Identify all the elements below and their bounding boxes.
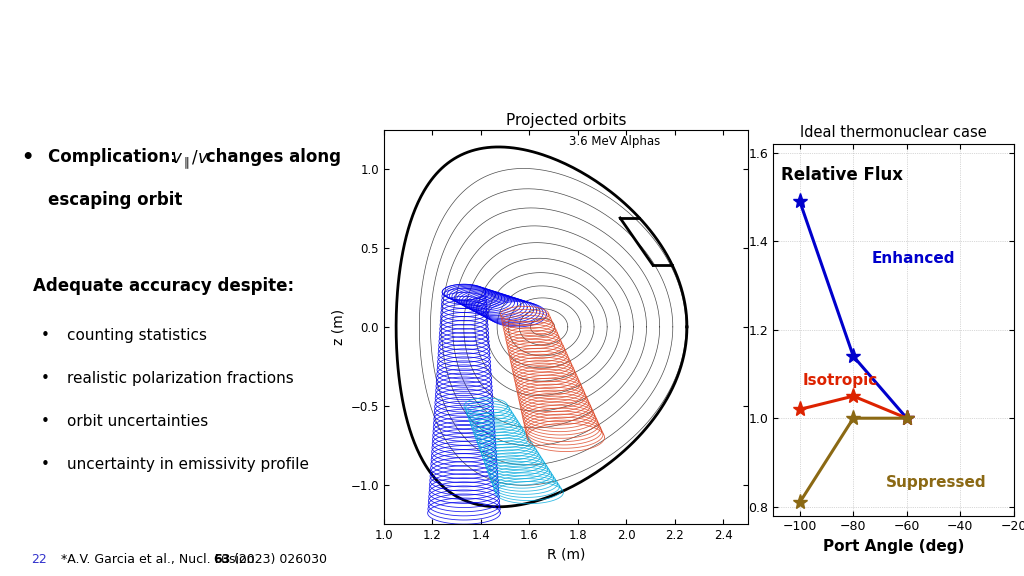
- Y-axis label: z (m): z (m): [331, 309, 345, 345]
- Text: 22: 22: [31, 552, 46, 566]
- Text: •: •: [41, 457, 49, 472]
- Text: Relative Flux: Relative Flux: [781, 166, 903, 184]
- Text: *A.V. Garcia et al., Nucl. Fusion: *A.V. Garcia et al., Nucl. Fusion: [61, 552, 259, 566]
- Text: orbit uncertainties: orbit uncertainties: [68, 414, 208, 429]
- Text: •: •: [41, 414, 49, 429]
- Text: Complication:: Complication:: [48, 148, 188, 166]
- Text: Suppressed: Suppressed: [886, 475, 986, 490]
- Text: Adequate accuracy despite:: Adequate accuracy despite:: [33, 277, 294, 295]
- X-axis label: R (m): R (m): [547, 548, 585, 562]
- Text: Isotropic: Isotropic: [803, 373, 878, 388]
- X-axis label: Port Angle (deg): Port Angle (deg): [822, 539, 965, 554]
- Text: $v_{\parallel}/v$: $v_{\parallel}/v$: [171, 148, 210, 171]
- Text: uncertainty in emissivity profile: uncertainty in emissivity profile: [68, 457, 309, 472]
- Title: Projected orbits: Projected orbits: [506, 113, 626, 128]
- Text: realistic polarization fractions: realistic polarization fractions: [68, 372, 294, 386]
- Text: escaping orbit: escaping orbit: [48, 191, 182, 209]
- Text: 14.7 MeV protons to infer polarization*: 14.7 MeV protons to infer polarization*: [220, 79, 804, 105]
- Text: 63: 63: [213, 552, 230, 566]
- Text: changes along: changes along: [200, 148, 341, 166]
- Text: counting statistics: counting statistics: [68, 328, 207, 343]
- Text: Use relative measurements of emitted 3.6 MeV alphas &: Use relative measurements of emitted 3.6…: [91, 26, 933, 52]
- Text: •: •: [41, 328, 49, 343]
- Text: (2023) 026030: (2023) 026030: [230, 552, 328, 566]
- Text: •: •: [41, 372, 49, 386]
- Text: Enhanced: Enhanced: [872, 252, 955, 267]
- Text: •: •: [22, 148, 34, 167]
- Text: 3.6 MeV Alphas: 3.6 MeV Alphas: [568, 135, 659, 149]
- Title: Ideal thermonuclear case: Ideal thermonuclear case: [800, 125, 987, 140]
